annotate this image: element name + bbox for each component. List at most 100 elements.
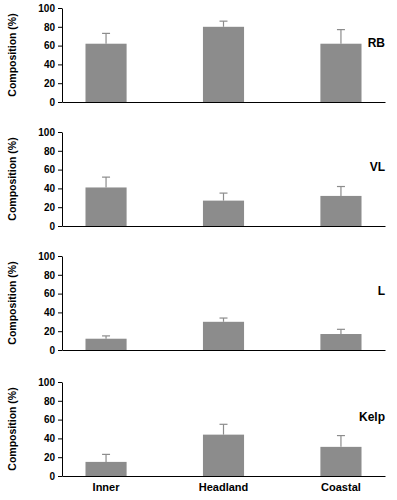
error-bar-cap [220,317,228,318]
y-tick-label: 60 [44,288,56,299]
y-tick: 60 [44,164,62,175]
panel-title: VL [370,160,385,174]
y-tick-mark [58,382,62,383]
bar [320,334,361,350]
x-axis [63,350,386,352]
error-bar [102,177,110,187]
y-tick: 40 [44,307,62,318]
y-tick: 60 [44,40,62,51]
bar [203,27,244,102]
y-tick-label: 80 [44,146,56,157]
x-axis [63,226,386,228]
y-tick-mark [58,331,62,332]
y-axis-title: Composition (%) [6,261,18,344]
y-tick: 0 [49,97,62,108]
error-bar [220,424,228,434]
panel-title: RB [368,36,386,50]
error-bar-stem [223,193,224,201]
error-bar [337,187,345,196]
error-bar [102,33,110,43]
y-tick: 80 [44,22,62,33]
error-bar-cap [220,193,228,194]
error-bar-cap [102,33,110,34]
y-tick-label: 100 [38,251,55,262]
y-axis: 0 20 40 60 80 100 [38,3,62,108]
y-axis-line [62,257,63,351]
bar [203,435,244,476]
x-axis-line [63,102,386,103]
y-tick-label: 100 [38,3,55,14]
x-axis-line [63,226,386,227]
error-bar-stem [223,424,224,434]
y-axis: 020406080100 [38,127,62,232]
error-bar-cap [337,29,345,30]
y-tick: 100 [38,127,62,138]
error-bar-cap [337,329,345,330]
x-tick-label: Coastal [321,481,361,493]
y-tick-label: 40 [44,59,56,70]
y-axis-line [62,383,63,477]
y-tick-mark [58,312,62,313]
error-bar-cap [102,177,110,178]
x-axis-line [63,476,386,477]
x-tick: Coastal [321,476,361,493]
error-bar-cap [220,21,228,22]
y-tick: 20 [44,78,62,89]
y-tick-label: 60 [44,40,56,51]
y-tick-label: 0 [49,221,55,232]
y-tick: 20 [44,452,62,463]
y-tick-mark [58,83,62,84]
error-bar [220,193,228,201]
panel: 020406080100InnerHeadlandCoastalComposit… [6,377,386,493]
y-tick-label: 80 [44,270,56,281]
y-tick-mark [58,46,62,47]
error-bar [337,30,345,44]
y-axis-line [62,9,63,103]
y-axis-title: Composition (%) [6,137,18,220]
error-bar-cap [220,424,228,425]
panel-title: Kelp [359,410,385,424]
bar [320,447,361,476]
y-tick-mark [58,170,62,171]
y-tick: 40 [44,433,62,444]
y-tick: 80 [44,396,62,407]
error-bar-stem [105,454,106,462]
x-axis [63,102,386,104]
y-tick-mark [58,275,62,276]
y-tick-label: 40 [44,307,56,318]
x-axis: InnerHeadlandCoastal [63,476,386,493]
y-axis-title: Composition (%) [6,13,18,96]
y-tick: 100 [38,377,62,388]
y-tick: 0 [49,345,62,356]
y-tick-mark [58,8,62,9]
y-tick-label: 40 [44,183,56,194]
y-tick-mark [58,420,62,421]
y-tick-label: 60 [44,414,56,425]
error-bar [220,21,228,27]
error-bar-stem [340,329,341,334]
y-tick-label: 40 [44,433,56,444]
y-tick-mark [58,256,62,257]
y-tick-mark [58,207,62,208]
y-tick-mark [58,132,62,133]
y-tick: 80 [44,270,62,281]
x-tick: Inner [93,476,121,493]
bar [203,201,244,226]
bar [85,462,126,476]
y-tick: 20 [44,326,62,337]
error-bar-stem [105,33,106,43]
y-tick-mark [58,64,62,65]
error-bar-stem [340,187,341,196]
plot-area [85,177,361,226]
panel: 0 20 40 60 80 100 Composition (%) RB [6,3,386,108]
error-bar-stem [105,177,106,187]
y-axis: 0 20 40 60 80 100 [38,251,62,356]
plot-area [85,424,361,476]
error-bar-stem [223,21,224,27]
bar [320,44,361,102]
panel: 020406080100Composition (%)L [6,251,386,356]
error-bar [337,436,345,447]
error-bar-cap [337,186,345,187]
x-axis-line [63,350,386,351]
error-bar-stem [340,436,341,447]
